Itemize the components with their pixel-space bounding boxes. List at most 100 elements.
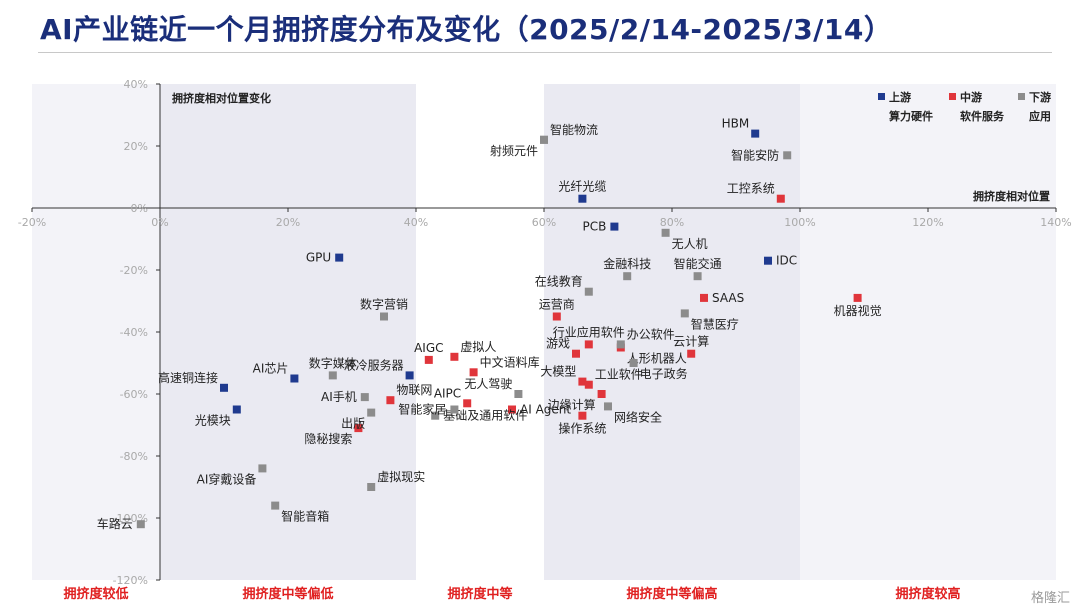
point-downstream bbox=[693, 272, 702, 281]
y-axis-title: 拥挤度相对位置变化 bbox=[172, 91, 271, 105]
point-midstream bbox=[463, 399, 472, 408]
point-label: 机器视觉 bbox=[834, 303, 882, 318]
point-upstream bbox=[220, 383, 228, 392]
point-midstream bbox=[424, 355, 433, 364]
point-upstream bbox=[751, 129, 760, 138]
zone-label: 拥挤度较低 bbox=[63, 586, 128, 602]
legend-marker-midstream bbox=[949, 93, 956, 100]
x-tick-label: 20% bbox=[276, 216, 300, 229]
point-midstream bbox=[354, 424, 363, 433]
point-upstream bbox=[232, 405, 241, 414]
zone-band-mid-low bbox=[160, 84, 416, 580]
y-tick-label: 0% bbox=[131, 202, 148, 215]
watermark: 格隆汇 bbox=[1030, 591, 1070, 606]
point-label: 游戏 bbox=[546, 337, 570, 351]
x-tick-label: 80% bbox=[660, 216, 684, 229]
point-label: 无人驾驶 bbox=[464, 376, 512, 391]
point-label: 在线教育 bbox=[535, 274, 583, 289]
x-axis-title: 拥挤度相对位置 bbox=[973, 189, 1050, 203]
point-downstream bbox=[540, 135, 548, 144]
point-label: 云计算 bbox=[673, 334, 709, 349]
x-tick-label: -20% bbox=[18, 216, 46, 229]
point-downstream bbox=[271, 501, 280, 510]
point-label: 电子政务 bbox=[640, 366, 688, 381]
point-midstream bbox=[552, 312, 561, 321]
legend-marker-upstream bbox=[878, 93, 885, 100]
point-downstream bbox=[367, 408, 376, 417]
point-label: 基础及通用软件 bbox=[443, 409, 527, 423]
y-tick-label: -40% bbox=[120, 326, 148, 339]
point-midstream bbox=[508, 405, 516, 414]
x-tick-label: 100% bbox=[784, 216, 815, 229]
point-downstream bbox=[783, 151, 792, 160]
point-label: PCB bbox=[583, 220, 607, 234]
point-label: 行业应用软件 bbox=[553, 324, 625, 339]
point-label: 办公软件 bbox=[627, 326, 675, 341]
point-label: 隐秘搜索 bbox=[304, 431, 352, 446]
point-upstream bbox=[335, 253, 344, 262]
point-label: 虚拟现实 bbox=[377, 469, 425, 484]
page-title: AI产业链近一个月拥挤度分布及变化（2025/2/14-2025/3/14） bbox=[40, 13, 893, 46]
point-label: 智能安防 bbox=[731, 147, 779, 162]
legend-marker-downstream bbox=[1018, 93, 1025, 100]
point-downstream bbox=[431, 411, 440, 420]
zone-label: 拥挤度中等偏低 bbox=[242, 586, 333, 602]
point-label: 光模块 bbox=[195, 414, 231, 428]
point-midstream bbox=[578, 377, 587, 386]
point-midstream bbox=[584, 380, 593, 389]
point-label: 智能物流 bbox=[550, 122, 598, 137]
point-label: AI Agent bbox=[520, 403, 571, 417]
point-label: 智能家居 bbox=[398, 402, 446, 417]
point-label: 数字营销 bbox=[360, 297, 408, 312]
point-midstream bbox=[572, 349, 580, 358]
point-downstream bbox=[360, 393, 369, 402]
point-midstream bbox=[853, 293, 862, 302]
legend-title-upstream: 上游 bbox=[889, 90, 911, 104]
point-label: 工业软件 bbox=[595, 368, 643, 382]
zone-label: 拥挤度中等偏高 bbox=[626, 586, 717, 602]
point-downstream bbox=[680, 309, 689, 318]
point-label: IDC bbox=[776, 254, 797, 268]
legend-subtitle-upstream: 算力硬件 bbox=[888, 109, 933, 123]
point-upstream bbox=[764, 256, 772, 265]
y-tick-label: 40% bbox=[124, 78, 148, 91]
point-midstream bbox=[700, 293, 708, 302]
point-downstream bbox=[258, 464, 267, 473]
point-label: AI穿戴设备 bbox=[197, 471, 257, 486]
point-midstream bbox=[386, 396, 395, 405]
point-midstream bbox=[687, 349, 696, 358]
zone-label: 拥挤度中等 bbox=[447, 586, 512, 602]
point-midstream bbox=[578, 411, 587, 420]
point-upstream bbox=[578, 194, 587, 203]
point-downstream bbox=[136, 520, 145, 529]
zone-band-mid-high bbox=[544, 84, 800, 580]
point-label: GPU bbox=[306, 251, 331, 265]
x-tick-label: 140% bbox=[1040, 216, 1071, 229]
point-label: 出版 bbox=[341, 417, 365, 431]
point-label: 物联网 bbox=[396, 383, 432, 397]
point-label: 中文语料库 bbox=[480, 354, 540, 369]
point-downstream bbox=[661, 228, 670, 237]
y-tick-label: 20% bbox=[124, 140, 148, 153]
point-label: AI手机 bbox=[321, 390, 357, 404]
point-label: 智能音箱 bbox=[281, 509, 329, 524]
legend-title-midstream: 中游 bbox=[960, 90, 982, 104]
point-downstream bbox=[623, 272, 632, 281]
point-label: AIPC bbox=[434, 386, 461, 400]
point-downstream bbox=[380, 312, 388, 321]
title-divider bbox=[38, 52, 1052, 53]
point-label: 大模型 bbox=[540, 365, 576, 379]
point-label: 金融科技 bbox=[603, 256, 651, 271]
zone-band-low bbox=[32, 84, 160, 580]
point-label: 操作系统 bbox=[558, 421, 606, 436]
point-downstream bbox=[450, 405, 459, 414]
point-label: AIGC bbox=[414, 341, 443, 355]
y-tick-label: -20% bbox=[120, 264, 148, 277]
point-label: 智慧医疗 bbox=[691, 316, 739, 331]
point-label: 人形机器人 bbox=[627, 352, 687, 366]
point-downstream bbox=[629, 359, 638, 367]
point-label: 网络安全 bbox=[614, 409, 662, 424]
point-downstream bbox=[514, 390, 523, 398]
point-label: HBM bbox=[722, 117, 750, 131]
